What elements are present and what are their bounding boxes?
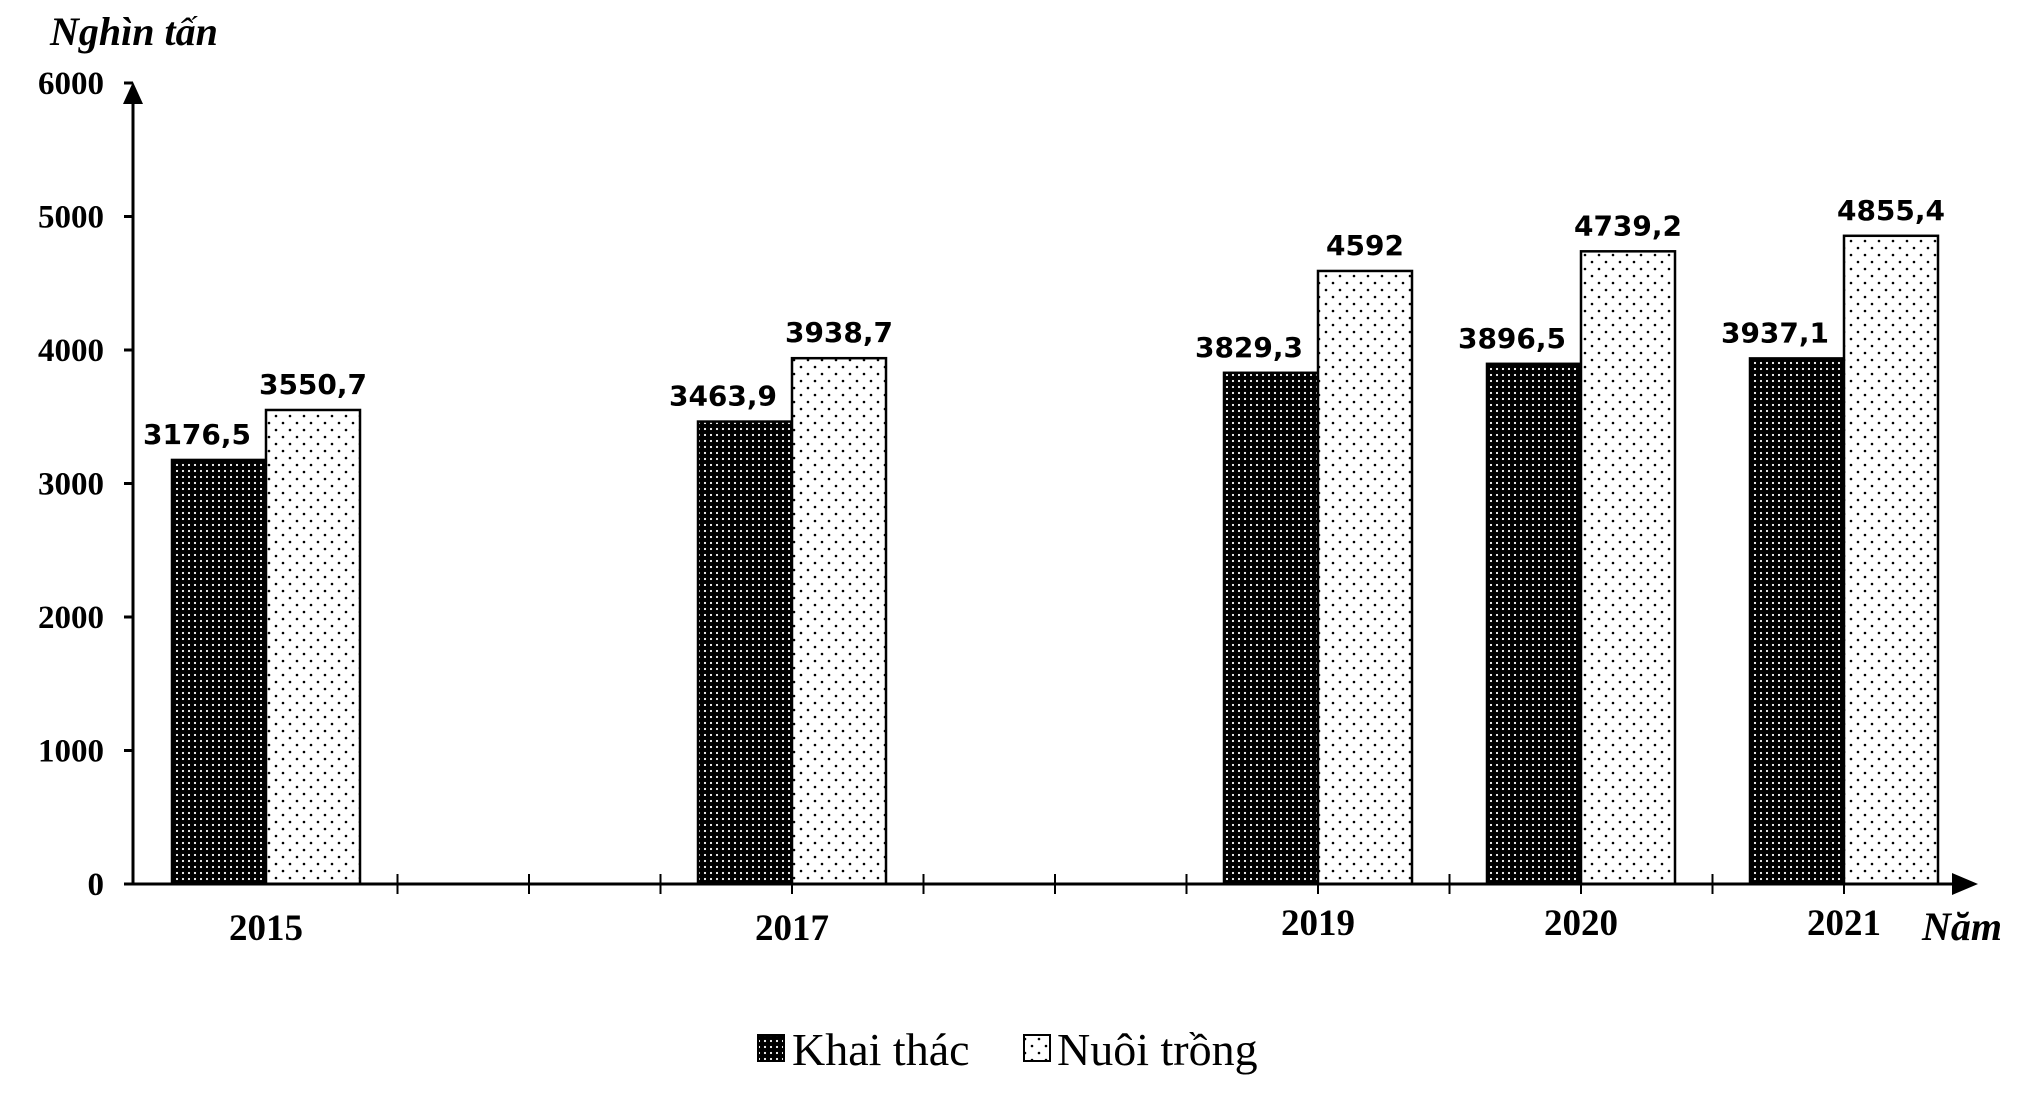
data-label-nuoi-trong-2015: 3550,7 [259,368,367,401]
data-label-khai-thac-2017: 3463,9 [669,380,777,413]
y-tick-label: 4000 [38,333,104,369]
data-label-nuoi-trong-2019: 4592 [1326,229,1404,262]
y-axis-arrow-icon [123,82,143,104]
legend-swatch-khai-thac [757,1034,785,1062]
legend-label-nuoi-trong: Nuôi trồng [1057,1024,1258,1075]
x-axis-arrow-icon [1952,873,1978,895]
y-tick-label: 1000 [38,734,104,770]
x-tick-label: 2015 [229,908,303,949]
bar-nuoi-trong-2020 [1579,250,1677,886]
y-tick-label: 6000 [38,66,104,102]
data-label-nuoi-trong-2020: 4739,2 [1574,209,1682,242]
y-axis-title: Nghìn tấn [49,9,218,54]
data-label-nuoi-trong-2017: 3938,7 [785,316,893,349]
data-label-khai-thac-2015: 3176,5 [143,418,251,451]
bar-khai-thac-2019 [1222,371,1320,886]
bar-khai-thac-2017 [696,420,794,886]
x-tick-label: 2020 [1544,903,1618,944]
x-tick-label: 2017 [755,908,829,949]
bar-nuoi-trong-2015 [264,408,362,886]
y-tick-label: 5000 [38,200,104,236]
bar-khai-thac-2015 [170,458,268,886]
x-axis-title: Năm [1921,904,2002,949]
bar-nuoi-trong-2019 [1316,269,1414,886]
y-tick-label: 0 [88,867,105,903]
legend: Khai thác Nuôi trồng [757,1024,1258,1075]
bar-nuoi-trong-2017 [790,356,888,886]
legend-label-khai-thac: Khai thác [792,1024,970,1075]
bar-khai-thac-2020 [1485,362,1583,886]
x-tick-label: 2021 [1807,903,1881,944]
x-tick-label: 2019 [1281,903,1355,944]
data-label-nuoi-trong-2021: 4855,4 [1837,194,1945,227]
data-label-khai-thac-2020: 3896,5 [1458,322,1566,355]
data-label-khai-thac-2021: 3937,1 [1721,316,1829,349]
y-tick-label: 3000 [38,467,104,503]
data-label-khai-thac-2019: 3829,3 [1195,331,1303,364]
bar-khai-thac-2021 [1748,357,1846,886]
legend-swatch-nuoi-trong [1023,1034,1051,1062]
y-tick-label: 2000 [38,600,104,636]
bar-nuoi-trong-2021 [1842,234,1940,886]
